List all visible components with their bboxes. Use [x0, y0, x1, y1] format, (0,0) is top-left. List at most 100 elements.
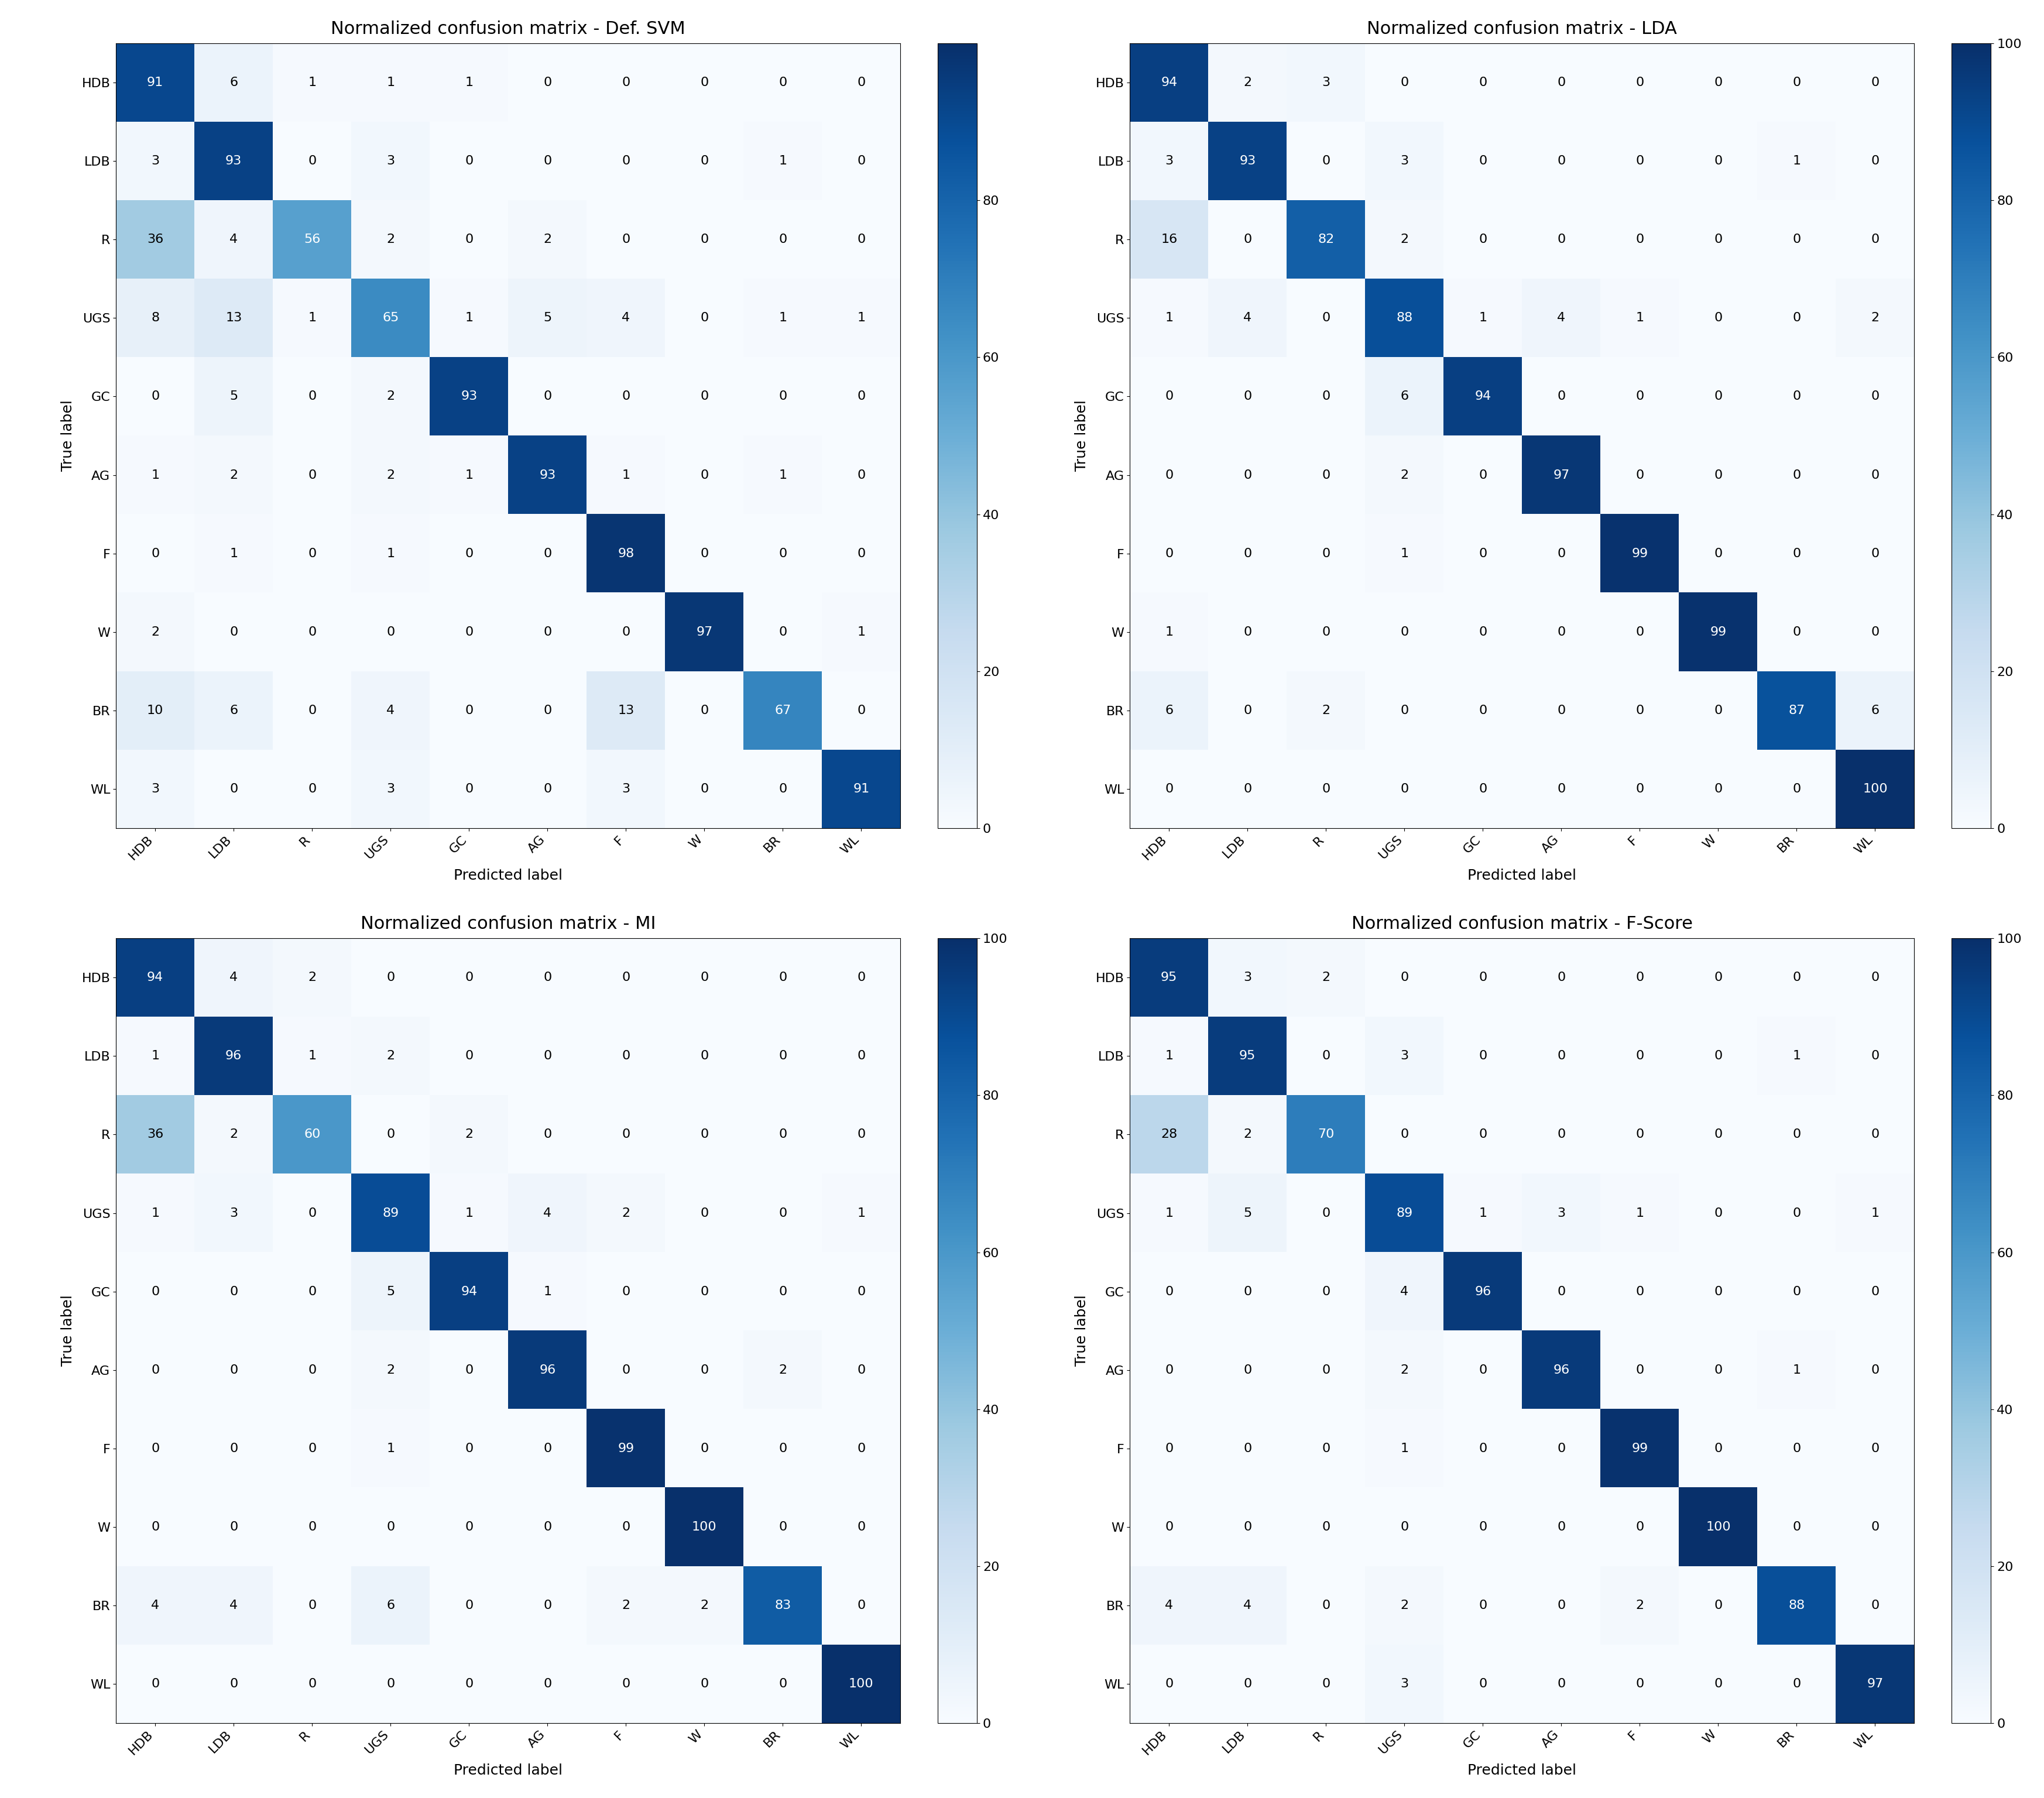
Text: 4: 4	[544, 1206, 552, 1219]
Text: 0: 0	[544, 1678, 552, 1690]
Text: 0: 0	[464, 705, 472, 716]
Text: 88: 88	[1396, 313, 1412, 324]
Text: 3: 3	[1400, 155, 1408, 167]
Text: 0: 0	[779, 1442, 787, 1455]
Text: 3: 3	[229, 1206, 237, 1219]
Text: 100: 100	[691, 1521, 717, 1532]
Text: 93: 93	[540, 469, 556, 480]
Text: 0: 0	[229, 1286, 237, 1298]
Text: 0: 0	[1715, 705, 1723, 716]
Text: 0: 0	[1243, 1365, 1251, 1375]
Text: 0: 0	[1635, 469, 1643, 480]
Title: Normalized confusion matrix - MI: Normalized confusion matrix - MI	[360, 915, 656, 931]
Text: 0: 0	[1400, 782, 1408, 795]
Text: 1: 1	[309, 77, 317, 88]
Text: 0: 0	[701, 1286, 709, 1298]
Text: 0: 0	[856, 548, 865, 559]
Text: 0: 0	[779, 1521, 787, 1532]
Text: 0: 0	[544, 1050, 552, 1063]
Text: 0: 0	[151, 1365, 159, 1375]
Text: 0: 0	[856, 1365, 865, 1375]
Text: 1: 1	[386, 548, 394, 559]
Text: 0: 0	[701, 705, 709, 716]
Text: 2: 2	[386, 1365, 394, 1375]
Text: 10: 10	[147, 705, 164, 716]
Text: 0: 0	[1715, 1442, 1723, 1455]
Text: 0: 0	[1715, 1365, 1723, 1375]
Text: 0: 0	[1322, 1206, 1331, 1219]
Text: 0: 0	[1793, 469, 1801, 480]
Text: 0: 0	[1870, 1442, 1878, 1455]
Text: 0: 0	[856, 155, 865, 167]
Text: 0: 0	[544, 626, 552, 638]
Text: 0: 0	[544, 973, 552, 984]
Text: 0: 0	[621, 1286, 630, 1298]
Text: 0: 0	[856, 1129, 865, 1140]
Text: 0: 0	[1322, 626, 1331, 638]
Text: 1: 1	[779, 313, 787, 324]
Text: 0: 0	[1558, 1129, 1566, 1140]
Text: 97: 97	[697, 626, 713, 638]
Text: 91: 91	[852, 782, 869, 795]
Text: 0: 0	[1322, 313, 1331, 324]
Text: 0: 0	[309, 1521, 317, 1532]
Text: 0: 0	[621, 390, 630, 403]
Text: 0: 0	[701, 1206, 709, 1219]
Text: 0: 0	[1243, 390, 1251, 403]
X-axis label: Predicted label: Predicted label	[454, 868, 562, 883]
Text: 0: 0	[151, 548, 159, 559]
Text: 0: 0	[779, 1050, 787, 1063]
Text: 0: 0	[1322, 1521, 1331, 1532]
Text: 2: 2	[386, 1050, 394, 1063]
Text: 28: 28	[1161, 1129, 1177, 1140]
Text: 0: 0	[1870, 390, 1878, 403]
Text: 0: 0	[856, 234, 865, 246]
Text: 0: 0	[1715, 234, 1723, 246]
Text: 0: 0	[544, 705, 552, 716]
Text: 2: 2	[1635, 1600, 1643, 1611]
Text: 0: 0	[1558, 1286, 1566, 1298]
Text: 96: 96	[540, 1365, 556, 1375]
Text: 0: 0	[386, 1129, 394, 1140]
Title: Normalized confusion matrix - Def. SVM: Normalized confusion matrix - Def. SVM	[331, 20, 685, 38]
Text: 0: 0	[1243, 782, 1251, 795]
Text: 83: 83	[775, 1600, 791, 1611]
Text: 82: 82	[1318, 234, 1335, 246]
Text: 0: 0	[1635, 390, 1643, 403]
Text: 0: 0	[1558, 973, 1566, 984]
Text: 0: 0	[1635, 1050, 1643, 1063]
Text: 0: 0	[1558, 548, 1566, 559]
Text: 2: 2	[151, 626, 159, 638]
Text: 0: 0	[779, 626, 787, 638]
Text: 0: 0	[779, 234, 787, 246]
Text: 0: 0	[1322, 1050, 1331, 1063]
Text: 0: 0	[544, 782, 552, 795]
Text: 2: 2	[1400, 1600, 1408, 1611]
Text: 0: 0	[701, 1442, 709, 1455]
Text: 0: 0	[1793, 313, 1801, 324]
Text: 2: 2	[386, 234, 394, 246]
Text: 4: 4	[229, 973, 237, 984]
Text: 4: 4	[1243, 313, 1251, 324]
Text: 4: 4	[151, 1600, 159, 1611]
Text: 0: 0	[1870, 548, 1878, 559]
Text: 56: 56	[305, 234, 321, 246]
Text: 0: 0	[1478, 1365, 1488, 1375]
Text: 0: 0	[464, 234, 472, 246]
Text: 2: 2	[1400, 1365, 1408, 1375]
Text: 1: 1	[856, 626, 865, 638]
Text: 93: 93	[225, 155, 241, 167]
Text: 1: 1	[1793, 155, 1801, 167]
Text: 70: 70	[1318, 1129, 1335, 1140]
Text: 6: 6	[1870, 705, 1878, 716]
Text: 93: 93	[460, 390, 476, 403]
Text: 93: 93	[1239, 155, 1255, 167]
Text: 0: 0	[1322, 548, 1331, 559]
Text: 0: 0	[701, 313, 709, 324]
Text: 5: 5	[1243, 1206, 1251, 1219]
Text: 1: 1	[229, 548, 237, 559]
Text: 94: 94	[1474, 390, 1492, 403]
Text: 0: 0	[1793, 1442, 1801, 1455]
Text: 0: 0	[544, 548, 552, 559]
Text: 0: 0	[1558, 782, 1566, 795]
